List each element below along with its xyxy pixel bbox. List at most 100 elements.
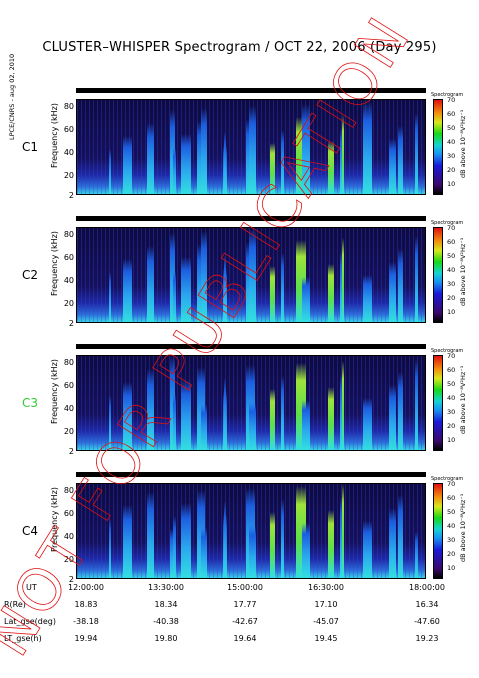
y-axis-label: Frequency (kHz) (50, 231, 59, 296)
burst-band (415, 113, 419, 194)
burst-band (362, 521, 372, 578)
colorbar-tick-label: 30 (447, 536, 456, 544)
burst-band (327, 510, 334, 578)
burst-band (389, 508, 397, 578)
colorbar-tick-label: 70 (447, 480, 456, 488)
colorbar-tick-label: 40 (447, 394, 456, 402)
ephemeris-row-label: UT (26, 583, 37, 592)
colorbar-tick-label: 60 (447, 366, 456, 374)
colorbar (433, 355, 443, 451)
ephemeris-row-label: Lat_gse(deg) (4, 617, 56, 626)
colorbar-title: Spectrogram (431, 476, 464, 482)
colorbar-tick-label: 30 (447, 408, 456, 416)
y-tick-label: 2 (68, 191, 74, 200)
burst-band (269, 389, 275, 450)
y-tick-label: 20 (63, 171, 74, 180)
colorbar-title: Spectrogram (431, 348, 464, 354)
burst-band (362, 275, 372, 322)
ephemeris-cell: 19.64 (233, 634, 257, 643)
colorbar-tick-label: 70 (447, 352, 456, 360)
colorbar-label: dB above 10⁻⁸V²Hz⁻¹ (459, 237, 467, 306)
colorbar-tick-label: 20 (447, 422, 456, 430)
y-tick-label: 60 (63, 253, 74, 262)
burst-band (173, 393, 177, 450)
burst-band (109, 272, 112, 322)
ephemeris-cell: -47.60 (414, 617, 440, 626)
panel-c1: C1 Frequency (kHz) 80 60 40 20 2 70 60 50 40 30 20 10… (0, 88, 479, 200)
colorbar-label: dB above 10⁻⁸V²Hz⁻¹ (459, 493, 467, 562)
colorbar-tick-label: 20 (447, 550, 456, 558)
colorbar-tick-label: 50 (447, 380, 456, 388)
burst-band (389, 385, 397, 450)
burst-band (249, 402, 257, 450)
burst-band (109, 518, 112, 578)
spectrogram-plot (76, 99, 426, 195)
burst-band (200, 527, 207, 578)
time-bar (76, 344, 426, 349)
burst-band (342, 484, 345, 578)
burst-band (269, 143, 275, 194)
burst-band (295, 363, 306, 450)
burst-band (269, 266, 275, 322)
ephemeris-cell: 18:00:00 (409, 583, 445, 592)
burst-band (109, 149, 112, 194)
burst-band (415, 532, 419, 578)
burst-band (327, 387, 334, 450)
burst-band (170, 233, 176, 322)
burst-band (147, 246, 154, 322)
burst-band (362, 398, 372, 450)
burst-band (415, 236, 419, 322)
burst-band (200, 404, 207, 450)
ephemeris-cell: 18.34 (154, 600, 178, 609)
burst-band (397, 249, 403, 322)
burst-band (339, 251, 344, 322)
burst-band (170, 356, 176, 450)
panel-c4: C4 Frequency (kHz) 80 60 40 20 2 70 60 50 40 30 20 10… (0, 472, 479, 584)
ephemeris-cell: 19.80 (154, 634, 178, 643)
y-tick-label: 60 (63, 125, 74, 134)
colorbar-tick-label: 30 (447, 152, 456, 160)
burst-band (180, 134, 191, 194)
colorbar-tick-label: 50 (447, 508, 456, 516)
burst-band (180, 380, 191, 450)
ephemeris-cell: -40.38 (153, 617, 179, 626)
ephemeris-cell: -38.18 (73, 617, 99, 626)
ephemeris-cell: 16.34 (415, 600, 439, 609)
burst-band (196, 121, 205, 194)
time-bar (76, 216, 426, 221)
burst-band (173, 270, 177, 322)
y-tick-label: 20 (63, 427, 74, 436)
y-tick-label: 40 (63, 404, 74, 413)
colorbar-tick-label: 20 (447, 294, 456, 302)
burst-band (415, 359, 419, 450)
ephemeris-cell: 19.45 (314, 634, 338, 643)
burst-band (122, 136, 132, 194)
burst-band (339, 497, 344, 578)
burst-band (397, 126, 403, 194)
ephemeris-cell: -42.67 (232, 617, 258, 626)
colorbar-tick-label: 60 (447, 110, 456, 118)
y-tick-label: 80 (63, 358, 74, 367)
colorbar-tick-label: 10 (447, 308, 456, 316)
burst-band (342, 238, 345, 322)
burst-band (269, 512, 275, 578)
ephemeris-cell: 19.23 (415, 634, 439, 643)
y-tick-label: 2 (68, 447, 74, 456)
burst-band (281, 499, 285, 578)
burst-band (122, 259, 132, 322)
burst-band (200, 108, 207, 194)
spacecraft-label: C1 (22, 140, 39, 154)
burst-band (173, 147, 177, 194)
y-tick-label: 60 (63, 509, 74, 518)
ephemeris-cell: 17.10 (314, 600, 338, 609)
burst-band (249, 229, 257, 322)
burst-band (147, 492, 154, 578)
burst-band (339, 374, 344, 450)
ephemeris-cell: 13:30:00 (148, 583, 184, 592)
colorbar-tick-label: 60 (447, 238, 456, 246)
colorbar-tick-label: 40 (447, 522, 456, 530)
burst-band (173, 516, 177, 578)
burst-band (170, 110, 176, 194)
ephemeris-cell: -45.07 (313, 617, 339, 626)
burst-band (249, 525, 257, 578)
